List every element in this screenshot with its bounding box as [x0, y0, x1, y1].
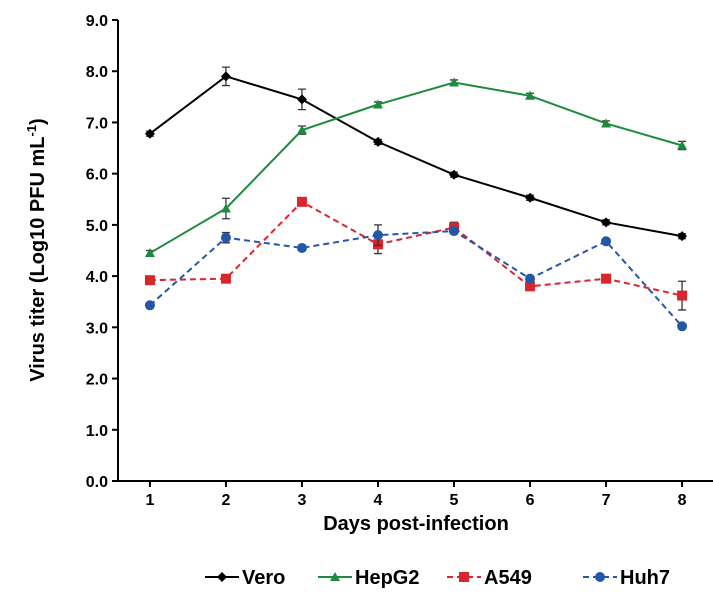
- marker: [372, 230, 383, 241]
- marker: [296, 242, 307, 253]
- marker: [601, 217, 612, 228]
- marker: [372, 99, 383, 109]
- x-tick-label: 6: [526, 492, 535, 509]
- marker: [220, 203, 231, 213]
- y-axis-label-sup: -1: [24, 125, 39, 137]
- y-tick-label: 2.0: [86, 372, 108, 389]
- marker: [525, 281, 536, 292]
- marker: [220, 71, 231, 82]
- marker: [220, 273, 231, 284]
- marker: [372, 136, 383, 147]
- legend-marker: [217, 572, 227, 582]
- x-tick-label: 2: [221, 492, 230, 509]
- legend-marker: [330, 572, 340, 581]
- marker: [601, 273, 612, 284]
- y-tick-label: 6.0: [86, 167, 108, 184]
- series-line: [149, 200, 683, 297]
- y-axis-label-end: ): [27, 118, 49, 125]
- x-tick-label: 3: [298, 492, 307, 509]
- y-tick-label: 5.0: [86, 218, 108, 235]
- marker: [601, 236, 612, 247]
- marker: [296, 94, 307, 105]
- legend-label: Vero: [242, 567, 285, 589]
- x-tick-label: 4: [374, 492, 383, 509]
- marker: [677, 321, 688, 332]
- x-tick-label: 5: [450, 492, 459, 509]
- legend-marker: [595, 572, 605, 582]
- series-line: [149, 75, 683, 238]
- marker: [144, 128, 155, 139]
- legend-label: Huh7: [620, 567, 670, 589]
- y-tick-label: 8.0: [86, 64, 108, 81]
- y-axis-label-main: Virus titer (Log10 PFU mL: [27, 137, 49, 382]
- marker: [525, 192, 536, 203]
- legend-marker: [459, 572, 469, 582]
- marker: [144, 275, 155, 286]
- marker: [144, 248, 155, 258]
- marker: [677, 140, 688, 150]
- marker: [220, 232, 231, 243]
- y-axis-label: Virus titer (Log10 PFU mL-1): [24, 118, 49, 381]
- y-tick-label: 1.0: [86, 423, 108, 440]
- marker: [144, 300, 155, 311]
- legend-label: HepG2: [355, 567, 419, 589]
- marker: [677, 231, 688, 242]
- legend-label: A549: [484, 567, 532, 589]
- marker: [296, 125, 307, 135]
- marker: [525, 273, 536, 284]
- marker: [449, 226, 460, 237]
- y-tick-label: 9.0: [86, 13, 108, 30]
- marker: [296, 196, 307, 207]
- y-tick-label: 7.0: [86, 115, 108, 132]
- y-tick-label: 4.0: [86, 269, 108, 286]
- series-line: [149, 230, 683, 327]
- x-tick-label: 1: [145, 492, 154, 509]
- y-tick-label: 3.0: [86, 320, 108, 337]
- marker: [525, 90, 536, 100]
- x-axis-label: Days post-infection: [323, 513, 509, 535]
- x-tick-label: 7: [602, 492, 611, 509]
- marker: [601, 118, 612, 128]
- marker: [449, 77, 460, 87]
- series-line: [149, 81, 683, 254]
- x-tick-label: 8: [678, 492, 687, 509]
- marker: [677, 290, 688, 301]
- y-tick-label: 0.0: [86, 474, 108, 491]
- marker: [449, 169, 460, 180]
